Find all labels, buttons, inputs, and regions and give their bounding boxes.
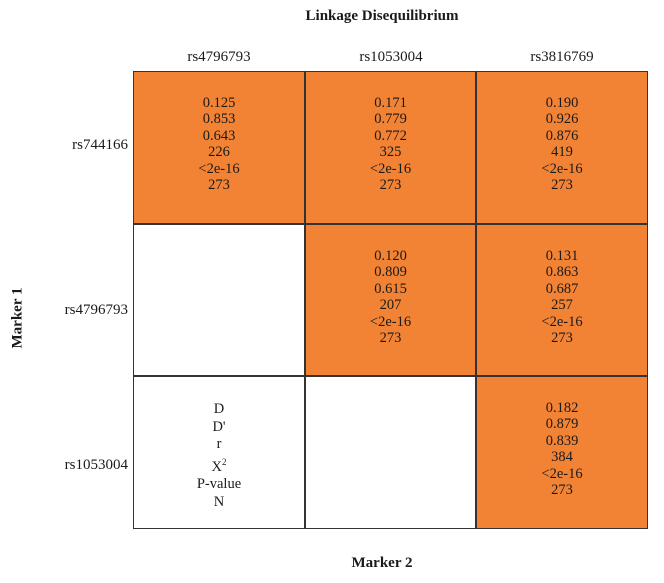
ld-matrix: 0.125 0.853 0.643 226 <2e-16 273 0.171 0.779 0.7… [133, 71, 648, 529]
cell-value: 257 [551, 297, 573, 314]
chart-title: Linkage Disequilibrium [305, 8, 459, 24]
legend-item: N [213, 493, 225, 510]
cell-value: 0.772 [374, 127, 407, 144]
cell-value: 0.839 [545, 432, 579, 449]
ld-cell-rs4796793-rs3816769: 0.131 0.863 0.687 257 <2e-16 273 [476, 224, 648, 376]
legend-item: D' [212, 418, 226, 435]
x-axis-label: Marker 2 [351, 555, 413, 571]
cell-value: <2e-16 [198, 160, 240, 177]
empty-cell [305, 376, 476, 529]
cell-value: 0.809 [374, 264, 407, 281]
cell-value: <2e-16 [541, 160, 583, 177]
row-header: rs1053004 [64, 457, 128, 473]
column-header: rs3816769 [530, 49, 594, 65]
legend-item: r [216, 436, 222, 453]
ld-cell-rs1053004-rs3816769: 0.182 0.879 0.839 384 <2e-16 273 [476, 376, 648, 529]
row-header: rs4796793 [64, 302, 128, 318]
cell-value: 0.853 [202, 111, 236, 128]
cell-value: 325 [379, 144, 402, 161]
cell-value: 273 [379, 330, 402, 347]
legend-item: P-value [196, 476, 242, 493]
ld-cell-rs744166-rs4796793: 0.125 0.853 0.643 226 <2e-16 273 [133, 71, 305, 224]
ld-cell-rs744166-rs1053004: 0.171 0.779 0.772 325 <2e-16 273 [305, 71, 476, 224]
cell-value: 0.182 [545, 400, 579, 416]
cell-value: 273 [551, 330, 573, 347]
cell-value: 384 [551, 449, 573, 466]
cell-value: 207 [379, 297, 402, 314]
cell-value: 419 [551, 144, 573, 161]
cell-value: 226 [208, 144, 230, 161]
cell-value: 0.615 [374, 280, 407, 297]
cell-value: 0.171 [374, 95, 407, 111]
cell-value: <2e-16 [369, 313, 412, 330]
column-header: rs1053004 [359, 49, 423, 65]
cell-value: 0.125 [202, 95, 236, 111]
y-axis-label: Marker 1 [9, 287, 26, 349]
cell-value: 0.643 [202, 127, 236, 144]
cell-value: 0.863 [545, 264, 579, 281]
cell-value: 0.687 [545, 280, 579, 297]
cell-value: <2e-16 [541, 313, 583, 330]
cell-value: 0.190 [545, 95, 579, 111]
cell-value: 0.120 [374, 248, 407, 264]
cell-value: <2e-16 [541, 465, 583, 482]
cell-value: 0.926 [545, 111, 579, 128]
empty-cell [133, 224, 305, 376]
cell-value: 273 [551, 482, 573, 499]
cell-value: 273 [379, 177, 402, 194]
statistics-legend: D D' r X2 P-value N [133, 376, 305, 529]
legend-item: X2 [211, 456, 227, 475]
ld-cell-rs744166-rs3816769: 0.190 0.926 0.876 419 <2e-16 273 [476, 71, 648, 224]
cell-value: 273 [208, 177, 230, 194]
column-header: rs4796793 [187, 49, 251, 65]
cell-value: 0.879 [545, 416, 579, 433]
ld-cell-rs4796793-rs1053004: 0.120 0.809 0.615 207 <2e-16 273 [305, 224, 476, 376]
cell-value: 0.876 [545, 127, 579, 144]
cell-value: <2e-16 [369, 160, 412, 177]
cell-value: 0.131 [545, 248, 579, 264]
cell-value: 0.779 [374, 111, 407, 128]
row-header: rs744166 [72, 137, 128, 153]
cell-value: 273 [551, 177, 573, 194]
legend-item: D [213, 401, 225, 417]
